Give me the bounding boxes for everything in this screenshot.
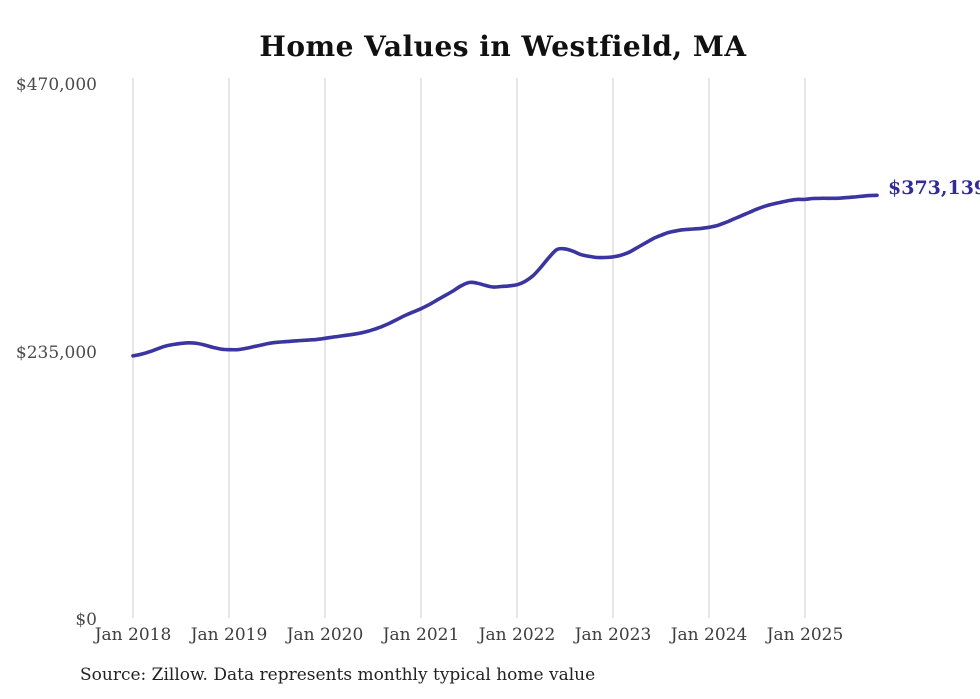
x-axis-tick-label: Jan 2019 [190, 625, 268, 645]
x-axis-tick-label: Jan 2018 [94, 625, 172, 645]
source-note: Source: Zillow. Data represents monthly … [80, 665, 596, 685]
x-axis-tick-label: Jan 2021 [382, 625, 460, 645]
y-axis-tick-label: $470,000 [15, 75, 97, 95]
x-axis-tick-label: Jan 2025 [766, 625, 844, 645]
x-axis-tick-label: Jan 2023 [574, 625, 652, 645]
x-axis-tick-label: Jan 2022 [478, 625, 556, 645]
end-value-label: $373,139 [888, 177, 980, 200]
y-axis-tick-label: $235,000 [15, 342, 97, 363]
x-axis-tick-label: Jan 2024 [670, 625, 748, 645]
y-axis-tick-label: $0 [75, 610, 97, 630]
chart-title: Home Values in Westfield, MA [259, 30, 747, 63]
x-axis-tick-label: Jan 2020 [286, 625, 364, 645]
home-value-line [131, 193, 879, 358]
